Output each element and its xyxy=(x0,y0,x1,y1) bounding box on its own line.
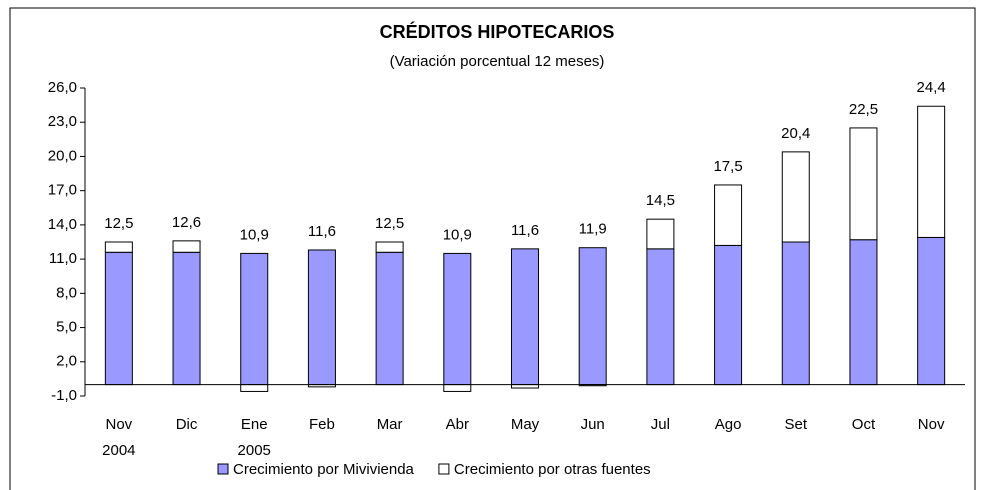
y-tick-label: 26,0 xyxy=(48,79,77,96)
total-label: 14,5 xyxy=(646,192,675,209)
y-tick-label: 8,0 xyxy=(56,284,77,301)
y-tick-label: 11,0 xyxy=(49,250,77,267)
bar-segment xyxy=(849,127,878,241)
x-tick-label: Jun xyxy=(581,416,605,433)
x-tick-label: Jul xyxy=(651,416,670,433)
total-label: 24,4 xyxy=(917,79,946,96)
bar-segment xyxy=(307,249,336,386)
bar-segment xyxy=(917,236,946,386)
bar-segment xyxy=(511,248,539,386)
bar-segment xyxy=(917,105,946,238)
chart-subtitle: (Variación porcentual 12 meses) xyxy=(390,53,605,70)
x-tick-label: Mar xyxy=(377,416,403,433)
total-label: 20,4 xyxy=(781,125,810,142)
bar-segment xyxy=(781,151,810,243)
chart-title: CRÉDITOS HIPOTECARIOS xyxy=(380,21,615,42)
bar-segment xyxy=(781,241,810,386)
total-label: 12,6 xyxy=(172,214,201,231)
bar-segment xyxy=(104,241,133,253)
bar-segment xyxy=(172,240,201,253)
bar-segment xyxy=(646,218,675,250)
x-tick-label: Ago xyxy=(715,416,742,433)
bar-segment xyxy=(849,239,878,386)
legend-label: Crecimiento por Mivivienda xyxy=(233,461,415,478)
x-tick-label: Ene xyxy=(241,416,268,433)
bar-segment xyxy=(443,252,472,386)
bar-segment xyxy=(578,247,607,386)
y-tick-label: 23,0 xyxy=(48,113,77,130)
bar-segment xyxy=(714,244,743,386)
legend-label: Crecimiento por otras fuentes xyxy=(454,461,651,478)
y-tick-label: 2,0 xyxy=(56,353,77,370)
total-label: 17,5 xyxy=(713,158,742,175)
bar-segment xyxy=(714,184,743,246)
total-label: 11,6 xyxy=(308,223,336,240)
y-tick-label: 17,0 xyxy=(48,182,77,199)
total-label: 10,9 xyxy=(240,226,269,243)
legend-swatch xyxy=(217,463,229,475)
chart-frame xyxy=(9,7,976,490)
total-label: 22,5 xyxy=(849,101,878,118)
y-tick-label: -1,0 xyxy=(51,387,77,404)
y-tick-label: 14,0 xyxy=(48,216,77,233)
x-tick-label: 2004 xyxy=(102,442,135,459)
y-tick-label: 5,0 xyxy=(56,319,77,336)
total-label: 11,6 xyxy=(511,222,539,239)
bar-segment xyxy=(375,241,404,253)
x-tick-label: Nov xyxy=(918,416,945,433)
x-tick-label: Dic xyxy=(176,416,198,433)
x-tick-label: May xyxy=(511,416,540,433)
bar-segment xyxy=(443,384,472,392)
bar-segment xyxy=(646,248,675,386)
bar-segment xyxy=(240,384,269,392)
total-label: 12,5 xyxy=(104,215,133,232)
x-tick-label: Nov xyxy=(106,416,133,433)
bar-segment xyxy=(511,384,539,389)
bar-segment xyxy=(375,251,404,386)
x-tick-label: Oct xyxy=(852,416,876,433)
x-tick-label: 2005 xyxy=(238,442,271,459)
total-label: 12,5 xyxy=(375,215,404,232)
y-tick-label: 20,0 xyxy=(48,147,77,164)
bar-segment xyxy=(104,251,133,386)
total-label: 11,9 xyxy=(579,221,607,238)
x-tick-label: Abr xyxy=(446,416,469,433)
x-tick-label: Set xyxy=(785,416,808,433)
legend-swatch xyxy=(438,463,450,475)
bar-segment xyxy=(172,251,201,386)
total-label: 10,9 xyxy=(443,226,472,243)
x-tick-label: Feb xyxy=(309,416,335,433)
bar-segment xyxy=(240,252,269,386)
